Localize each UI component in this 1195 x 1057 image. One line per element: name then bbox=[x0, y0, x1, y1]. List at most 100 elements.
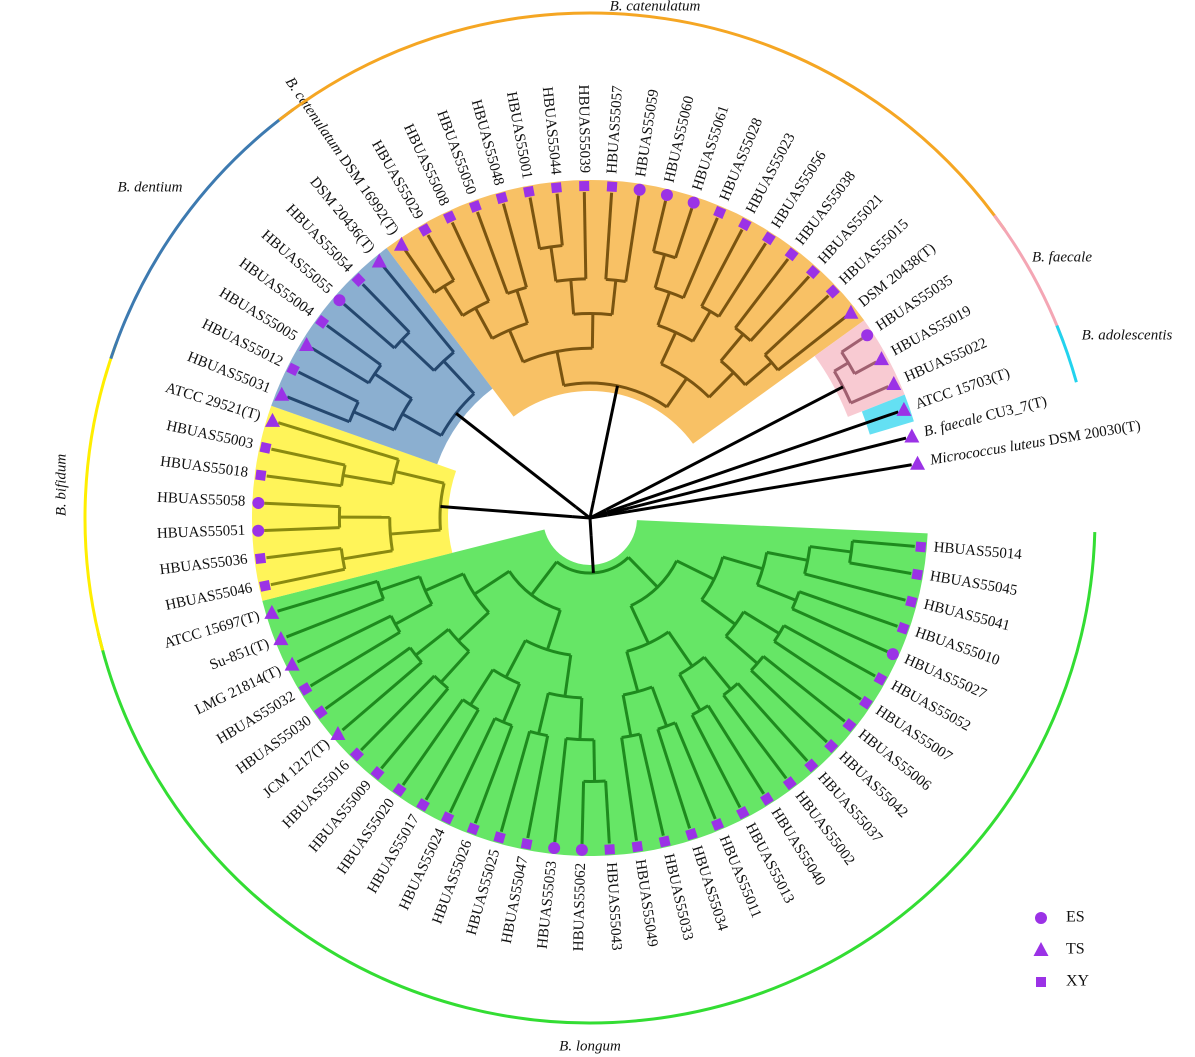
es-marker bbox=[548, 842, 561, 855]
xy-marker bbox=[286, 362, 300, 377]
xy-marker bbox=[736, 806, 750, 820]
branch bbox=[654, 286, 685, 300]
ts-marker bbox=[1033, 942, 1049, 956]
xy-marker bbox=[713, 205, 727, 219]
leaf-markers bbox=[252, 180, 927, 856]
xy-marker bbox=[259, 441, 272, 454]
branch bbox=[440, 504, 573, 519]
branch bbox=[515, 289, 529, 324]
branch bbox=[457, 611, 490, 642]
branch bbox=[673, 722, 717, 820]
xy-marker bbox=[392, 782, 407, 797]
branch bbox=[341, 661, 423, 732]
branch bbox=[360, 674, 436, 752]
leaf-label: HBUAS55039 bbox=[575, 85, 593, 174]
branch bbox=[610, 280, 618, 315]
branch bbox=[840, 337, 863, 354]
branch bbox=[798, 590, 898, 628]
xy-marker bbox=[804, 758, 819, 773]
xy-marker bbox=[259, 579, 271, 592]
xy-marker bbox=[606, 181, 618, 193]
branch bbox=[563, 654, 573, 697]
es-marker bbox=[633, 183, 646, 196]
leaf-label: HBUAS55003 bbox=[165, 418, 255, 452]
branch bbox=[700, 228, 744, 308]
ts-marker bbox=[330, 726, 346, 741]
xy-marker bbox=[443, 210, 457, 224]
branch bbox=[285, 597, 385, 639]
xy-marker bbox=[550, 182, 562, 194]
branch bbox=[394, 602, 433, 626]
es-marker bbox=[1035, 912, 1047, 924]
xy-marker bbox=[858, 695, 873, 710]
branch bbox=[653, 254, 667, 289]
branch bbox=[394, 470, 445, 485]
leaf-label: HBUAS55053 bbox=[535, 860, 560, 950]
branch bbox=[734, 258, 790, 329]
branch bbox=[667, 631, 694, 668]
branch bbox=[756, 583, 797, 602]
clade-label: B. bifidum bbox=[53, 454, 69, 517]
branch bbox=[676, 559, 715, 581]
branch bbox=[380, 687, 450, 770]
branch bbox=[744, 361, 773, 387]
xy-marker bbox=[495, 191, 508, 205]
clade-arc bbox=[278, 11, 1006, 231]
branch bbox=[499, 730, 532, 833]
branch bbox=[342, 473, 393, 486]
ts-marker bbox=[910, 455, 926, 470]
leaf-label: HBUAS55059 bbox=[633, 88, 662, 178]
xy-marker bbox=[761, 231, 776, 246]
branch bbox=[379, 575, 421, 592]
branch bbox=[553, 738, 568, 843]
branch bbox=[442, 285, 464, 317]
branch bbox=[582, 192, 588, 279]
branch bbox=[850, 385, 889, 405]
branch bbox=[494, 716, 513, 727]
leaf-label: HBUAS55046 bbox=[164, 580, 254, 614]
xy-marker bbox=[685, 827, 698, 841]
xy-marker bbox=[440, 811, 455, 825]
branch bbox=[403, 248, 436, 294]
branch bbox=[604, 192, 614, 280]
branch bbox=[537, 692, 550, 735]
branch bbox=[763, 353, 780, 372]
branch bbox=[736, 682, 809, 763]
branch bbox=[264, 501, 340, 509]
branch bbox=[528, 197, 542, 250]
branch bbox=[324, 646, 412, 710]
branch bbox=[652, 200, 668, 252]
branch bbox=[724, 635, 759, 665]
branch bbox=[271, 447, 346, 467]
tree-branches bbox=[264, 192, 915, 844]
branch bbox=[555, 193, 564, 246]
ts-marker bbox=[273, 631, 289, 646]
branch bbox=[809, 545, 852, 554]
clade-arc bbox=[83, 341, 119, 651]
branch bbox=[592, 739, 597, 782]
branch bbox=[424, 572, 464, 593]
xy-marker bbox=[915, 541, 927, 553]
branch bbox=[546, 609, 562, 651]
branch bbox=[426, 234, 456, 282]
branch bbox=[638, 733, 665, 836]
branch bbox=[414, 628, 450, 657]
branch bbox=[461, 698, 480, 711]
ts-marker bbox=[843, 304, 859, 319]
xy-marker bbox=[842, 718, 857, 733]
xy-marker bbox=[298, 682, 313, 696]
xy-marker bbox=[418, 223, 432, 237]
branch bbox=[574, 505, 591, 520]
xy-marker bbox=[315, 314, 330, 329]
branch bbox=[848, 540, 854, 564]
branch bbox=[539, 244, 563, 251]
xy-marker bbox=[911, 568, 923, 581]
branch bbox=[852, 539, 915, 548]
xy-marker bbox=[466, 822, 480, 836]
branch bbox=[408, 646, 423, 664]
xy-marker bbox=[349, 747, 364, 762]
xy-marker bbox=[825, 284, 840, 299]
ts-marker bbox=[371, 253, 387, 268]
xy-marker bbox=[782, 776, 797, 791]
